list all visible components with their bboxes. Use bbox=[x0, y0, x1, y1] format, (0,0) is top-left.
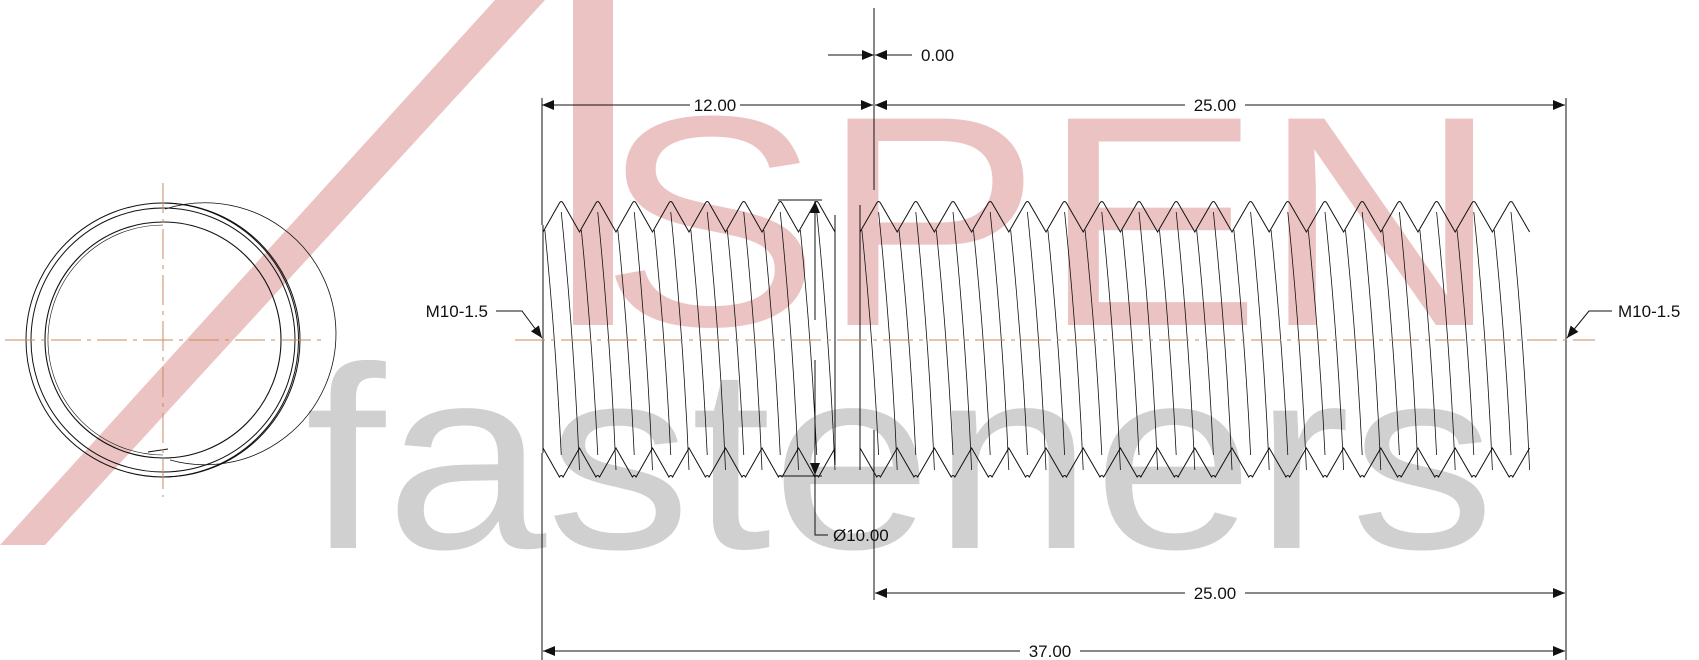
thread-helix-line bbox=[544, 229, 562, 456]
thread-helix-line bbox=[935, 229, 954, 456]
thread-helix-line bbox=[617, 229, 635, 456]
thread-helix-line bbox=[915, 211, 935, 471]
thread-helix-line bbox=[597, 211, 617, 471]
thread-helix-line bbox=[1324, 211, 1344, 471]
thread-profile bbox=[859, 446, 1531, 478]
thread-helix-line bbox=[973, 229, 991, 456]
dim-diameter-label: Ø10.00 bbox=[833, 526, 889, 545]
thread-helix-line bbox=[1027, 211, 1047, 471]
thread-helix-line bbox=[1138, 211, 1158, 471]
thread-helix-line bbox=[580, 229, 599, 456]
thread-helix-line bbox=[1213, 211, 1233, 471]
thread-helix-line bbox=[726, 229, 745, 456]
dim-right-length-top-label: 25.00 bbox=[1194, 96, 1237, 115]
dim-right-length-bottom-label: 25.00 bbox=[1194, 584, 1237, 603]
thread-helix-line bbox=[1270, 229, 1289, 456]
thread-helix-line bbox=[952, 211, 972, 471]
thread-crests-top bbox=[542, 201, 1531, 234]
thread-helix-line bbox=[1493, 229, 1512, 456]
thread-helix-line bbox=[763, 229, 781, 456]
thread-helix-line bbox=[779, 211, 799, 471]
dim-offset-label: 0.00 bbox=[921, 46, 954, 65]
thread-profile bbox=[542, 201, 836, 234]
thread-helix-line bbox=[1196, 229, 1214, 456]
thread-helix-line bbox=[743, 211, 763, 471]
thread-helix-line bbox=[816, 211, 836, 471]
thread-helix-line bbox=[690, 229, 708, 456]
thread-helix-line bbox=[1473, 211, 1493, 471]
thread-callout-right: M10-1.5 bbox=[1618, 302, 1680, 321]
thread-helix-line bbox=[1510, 211, 1530, 471]
thread-helix-line bbox=[1287, 211, 1307, 471]
thread-helix-line bbox=[633, 211, 653, 471]
thread-helix-line bbox=[1250, 211, 1270, 471]
thread-helix-line bbox=[878, 211, 898, 471]
thread-helix-line bbox=[1175, 211, 1196, 471]
thread-helix-line bbox=[1419, 229, 1437, 456]
watermark-a-mark bbox=[0, 0, 545, 545]
thread-helix-line bbox=[706, 211, 726, 471]
thread-helix-line bbox=[1101, 211, 1121, 471]
thread-helix-line bbox=[1064, 211, 1084, 471]
thread-helix-line bbox=[1010, 229, 1028, 456]
thread-callout-left: M10-1.5 bbox=[426, 302, 488, 321]
watermark-brand-bottom: fasteners bbox=[305, 314, 1495, 604]
thread-helix-line bbox=[1436, 211, 1456, 471]
thread-helix-line bbox=[1456, 229, 1475, 456]
thread-helix-line bbox=[1399, 211, 1419, 471]
dimension-lines bbox=[496, 8, 1612, 660]
dimension-labels: 0.00 12.00 25.00 Ø10.00 25.00 37.00 M10-… bbox=[426, 46, 1681, 660]
thread-helix-line bbox=[861, 229, 879, 456]
dim-left-length-label: 12.00 bbox=[694, 96, 737, 115]
thread-helix-line bbox=[1047, 229, 1065, 456]
thread-helix-line bbox=[1307, 229, 1326, 456]
watermark-logo: SPEN fasteners bbox=[0, 0, 1500, 604]
thread-helix-line bbox=[1233, 229, 1251, 456]
thread-helix-line bbox=[1121, 229, 1140, 456]
thread-helix-line bbox=[1084, 229, 1103, 456]
thread-helix-line bbox=[653, 229, 672, 456]
thread-helix-line bbox=[989, 211, 1010, 471]
end-view bbox=[5, 183, 337, 497]
thread-helix-line bbox=[670, 211, 690, 471]
thread-helix-line bbox=[898, 229, 917, 456]
thread-profile bbox=[859, 201, 1531, 234]
dim-overall-length-label: 37.00 bbox=[1029, 642, 1072, 660]
thread-helix-line bbox=[1361, 211, 1382, 471]
thread-helix-line bbox=[1382, 229, 1400, 456]
thread-helix-line bbox=[1345, 229, 1363, 456]
thread-helix-line bbox=[560, 211, 580, 471]
thread-helix-line bbox=[1159, 229, 1177, 456]
